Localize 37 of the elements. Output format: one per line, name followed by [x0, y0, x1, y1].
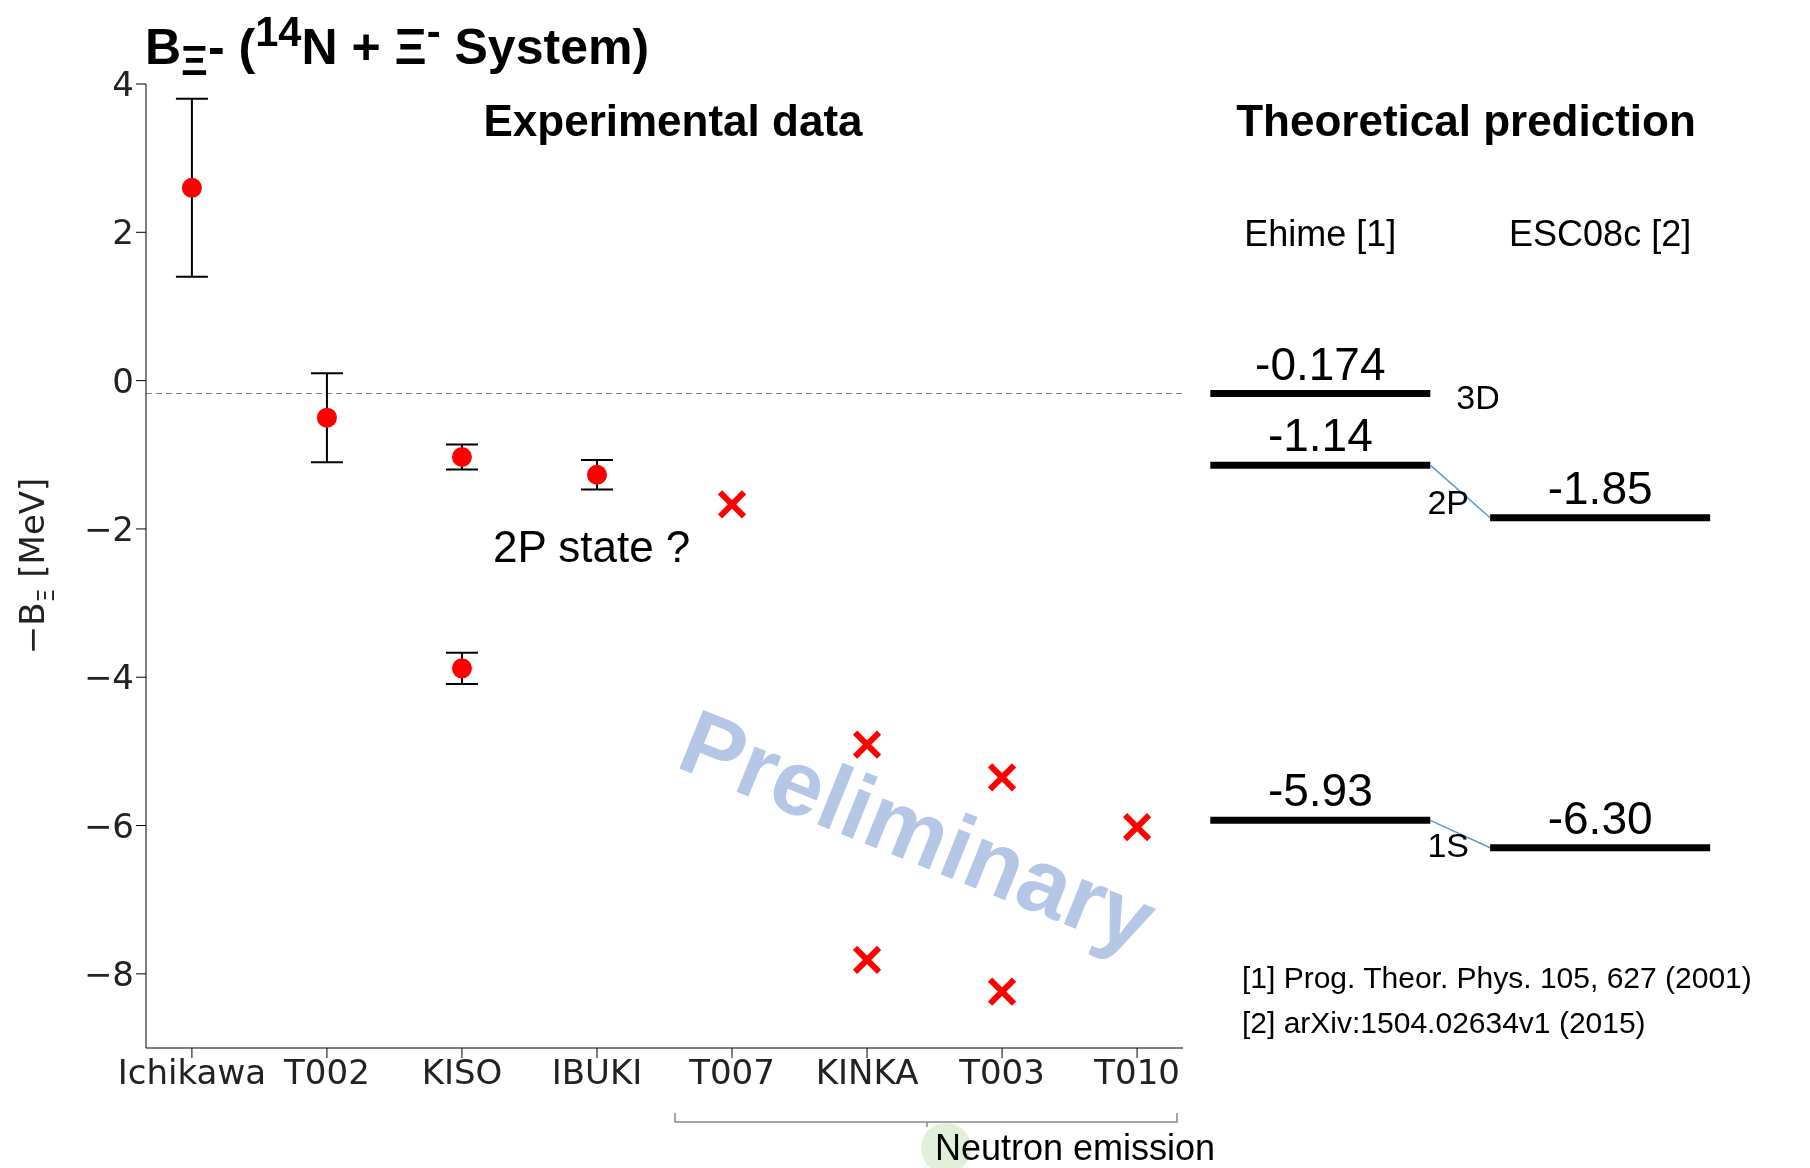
- chart-title: B$_{Ξ}$- ($^{14}$N + Ξ$^{-}$ System): [145, 8, 650, 85]
- x-tick-label: IBUKI: [551, 1052, 643, 1093]
- point: [451, 446, 472, 467]
- legend-label: 1S: [1427, 826, 1470, 865]
- x-tick-label: KINKA: [815, 1052, 919, 1093]
- y-tick-label: −4: [83, 657, 134, 698]
- point: [451, 658, 472, 679]
- legend-label: 2P: [1427, 483, 1470, 522]
- point: [586, 464, 607, 485]
- text: Neutron emission: [935, 1127, 1216, 1168]
- point: [181, 177, 202, 198]
- x-tick-label: KISO: [421, 1052, 503, 1093]
- text: [2] arXiv:1504.02634v1 (2015): [1242, 1006, 1646, 1040]
- text: Theoretical prediction: [1236, 96, 1696, 146]
- y-tick-label: −8: [83, 953, 134, 994]
- y-tick-label: 0: [112, 360, 134, 401]
- data-label: -1.85: [1547, 461, 1653, 514]
- x-tick-label: Ichikawa: [117, 1052, 267, 1093]
- data-label: -0.174: [1255, 337, 1386, 390]
- data-label: -5.93: [1267, 764, 1373, 817]
- text: [1] Prog. Theor. Phys. 105, 627 (2001): [1242, 961, 1752, 995]
- point: [316, 407, 337, 428]
- data-label: -1.14: [1267, 409, 1373, 462]
- legend-label: 3D: [1456, 377, 1500, 416]
- y-tick-label: 2: [112, 212, 134, 253]
- category-label: ESC08c [2]: [1509, 213, 1692, 255]
- x-tick-label: T007: [688, 1052, 775, 1093]
- x-tick-label: T002: [283, 1052, 370, 1093]
- y-tick-label: 4: [112, 64, 134, 105]
- x-tick-label: T003: [958, 1052, 1045, 1093]
- y-tick-label: −2: [83, 508, 134, 549]
- annotation: 2P state ?: [493, 522, 691, 572]
- y-tick-label: −6: [83, 805, 134, 846]
- annotation: Experimental data: [483, 96, 863, 146]
- data-label: -6.30: [1547, 791, 1653, 844]
- category-label: Ehime [1]: [1244, 213, 1397, 255]
- x-tick-label: T010: [1093, 1052, 1180, 1093]
